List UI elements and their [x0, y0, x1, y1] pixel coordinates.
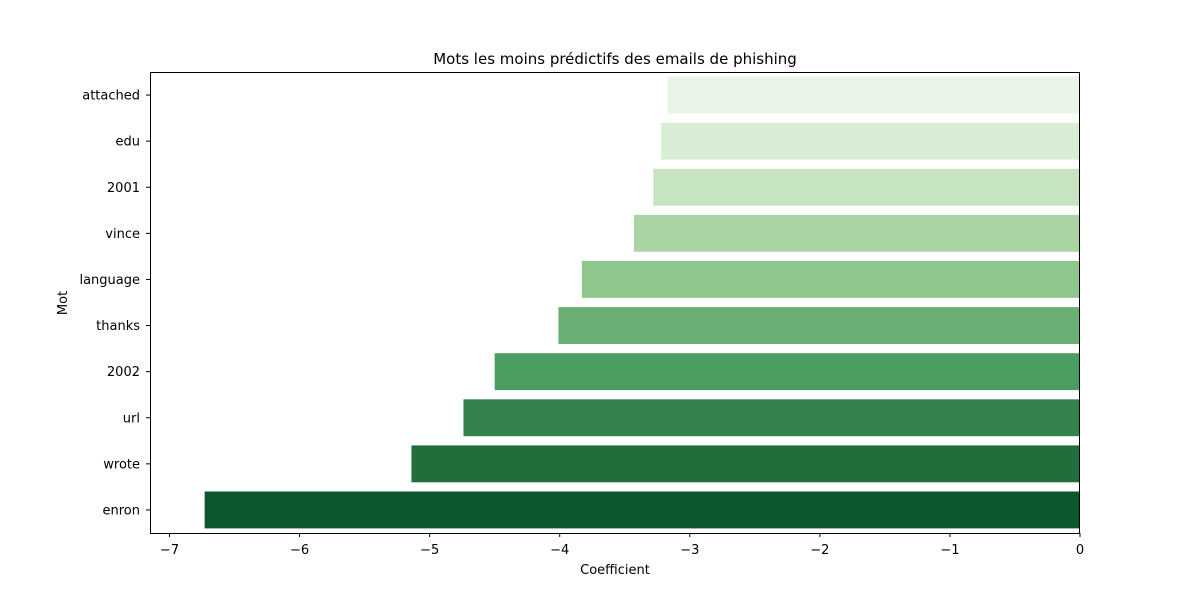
- y-tick-label-2002: 2002: [107, 365, 140, 380]
- y-tick-label-thanks: thanks: [96, 319, 140, 334]
- bar-vince: [633, 214, 1080, 252]
- x-tick-label-0: 0: [1076, 543, 1084, 558]
- x-tick-label--4: −4: [550, 543, 569, 558]
- bar-edu: [661, 122, 1080, 160]
- x-tick-label--7: −7: [160, 543, 179, 558]
- x-axis-label: Coefficient: [580, 563, 650, 578]
- bar-wrote: [411, 445, 1080, 483]
- x-tick-label--6: −6: [290, 543, 309, 558]
- bar-enron: [204, 491, 1080, 529]
- bar-2002: [494, 353, 1080, 391]
- x-tick-label--5: −5: [420, 543, 439, 558]
- x-tick-label--1: −1: [940, 543, 959, 558]
- bar-thanks: [558, 307, 1080, 344]
- plot-frame: [150, 72, 1080, 534]
- bar-url: [463, 399, 1081, 437]
- x-tick-label--2: −2: [810, 543, 829, 558]
- y-tick-label-wrote: wrote: [103, 457, 140, 472]
- bars-layer: [204, 76, 1081, 529]
- y-tick-label-language: language: [79, 273, 140, 288]
- y-tick-label-enron: enron: [103, 503, 141, 518]
- x-tick-label--3: −3: [680, 543, 699, 558]
- bar-2001: [653, 168, 1080, 206]
- y-axis-label: Mot: [56, 291, 71, 315]
- x-axis: −7 −6 −5 −4 −3 −2 −1 0: [160, 533, 1084, 558]
- bar-attached: [667, 76, 1080, 114]
- chart-title: Mots les moins prédictifs des emails de …: [433, 50, 797, 68]
- y-tick-label-vince: vince: [105, 227, 140, 242]
- y-tick-label-url: url: [123, 411, 140, 426]
- y-tick-label-edu: edu: [116, 135, 141, 150]
- y-axis: attached edu 2001 vince language thanks 2002 ur…: [79, 89, 150, 518]
- bar-language: [581, 261, 1080, 298]
- y-tick-label-2001: 2001: [107, 181, 140, 196]
- y-tick-label-attached: attached: [82, 89, 140, 104]
